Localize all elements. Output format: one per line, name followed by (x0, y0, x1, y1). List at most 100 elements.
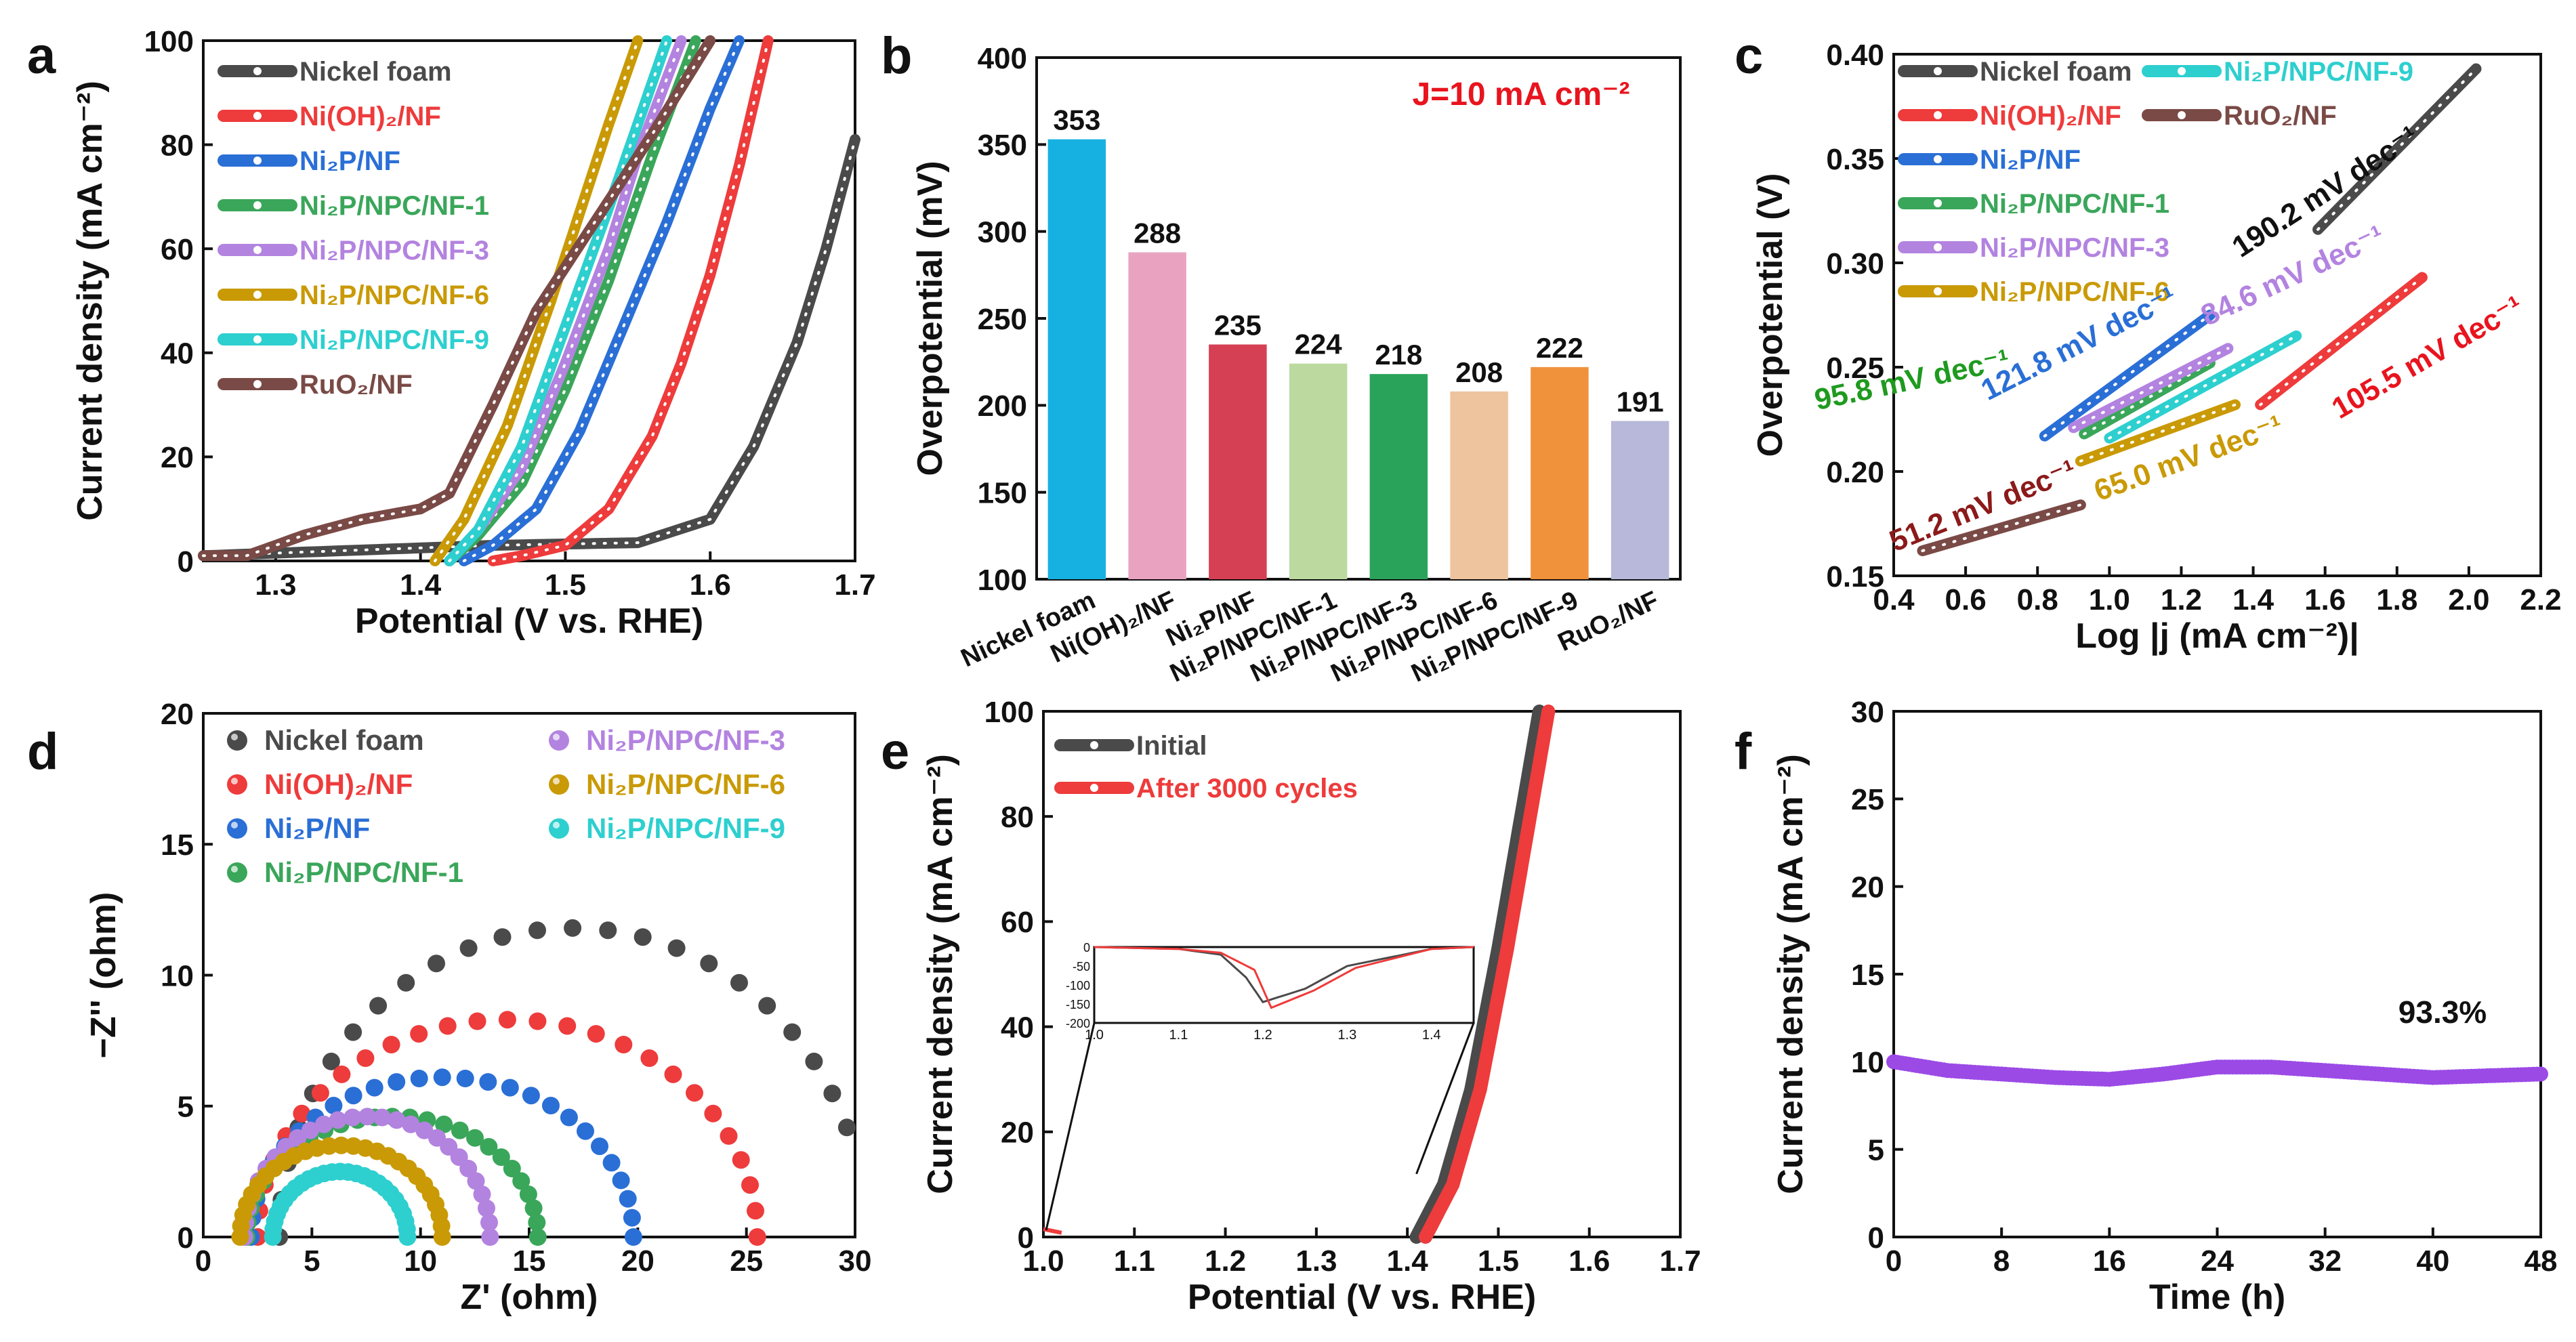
legend-label-6: Ni₂P/NPC/NF-9 (586, 812, 785, 844)
x-tick-label: 15 (513, 1244, 546, 1278)
x-tick-label: 5 (304, 1244, 320, 1278)
nyquist-point-3 (492, 1148, 510, 1167)
nyquist-point-0 (700, 955, 718, 973)
x-tick-label: 0.4 (1873, 583, 1915, 616)
nyquist-point-2 (591, 1137, 608, 1156)
y-tick-label: 150 (978, 477, 1027, 510)
panel-letter-d: d (27, 723, 58, 780)
x-tick-label: 16 (2093, 1244, 2126, 1278)
legend-label-5: Ni₂P/NPC/NF-6 (1980, 277, 2169, 307)
tafel-dots-4 (2072, 347, 2230, 429)
y-tick-label: 40 (161, 337, 194, 371)
axes-frame (202, 39, 856, 562)
legend-marker (227, 774, 247, 795)
panel-d: 0 5 10 15 20 25 30 0 5 10 15 20 Z' (ohm) −Z'' (ohm) Ni… (84, 698, 871, 1317)
nyquist-point-4 (358, 1108, 377, 1126)
nyquist-point-1 (615, 1036, 633, 1053)
nyquist-point-1 (640, 1049, 659, 1067)
bar-value-label: 353 (1053, 104, 1100, 136)
x-tick-label: 24 (2201, 1244, 2234, 1278)
legend-label-5: Ni₂P/NPC/NF-6 (299, 280, 489, 310)
legend-label-1: Ni(OH)₂/NF (1980, 101, 2121, 131)
nyquist-point-3 (528, 1213, 546, 1232)
nyquist-point-0 (730, 973, 748, 992)
legend-dot (1934, 111, 1942, 119)
legend-marker (549, 774, 569, 795)
legend-dot (253, 380, 262, 388)
x-tick-label: 1.8 (2376, 583, 2417, 616)
nyquist-point-2 (619, 1190, 637, 1208)
nyquist-point-2 (542, 1097, 560, 1114)
panel-letter-a: a (27, 27, 56, 85)
series-dots-6 (448, 39, 669, 562)
nyquist-point-0 (397, 973, 415, 992)
tafel-dots-1 (2259, 276, 2424, 406)
legend-label-6: Ni₂P/NPC/NF-9 (2224, 57, 2413, 87)
nyquist-point-4 (467, 1172, 485, 1190)
inset-y-tick-label: -50 (1073, 960, 1090, 973)
y-tick-label: 400 (978, 42, 1027, 75)
inset-y-tick-label: -100 (1066, 979, 1090, 992)
y-axis-label: Current density (mA cm⁻²) (921, 754, 960, 1194)
legend-label-4: Ni₂P/NPC/NF-3 (299, 236, 489, 266)
legend-label-7: RuO₂/NF (2224, 101, 2337, 131)
bar-5 (1450, 391, 1508, 579)
x-axis-label: Log |j (mA cm⁻²)| (2075, 616, 2359, 656)
slope-label-ruo2: 51.2 mV dec⁻¹ (1885, 453, 2081, 558)
nyquist-point-2 (612, 1171, 630, 1190)
y-tick-label: 0 (178, 545, 194, 579)
nyquist-point-1 (587, 1025, 605, 1043)
y-tick-label: 300 (978, 216, 1027, 249)
y-tick-label: 5 (1868, 1134, 1884, 1167)
bar-2 (1209, 344, 1267, 579)
bar-3 (1289, 363, 1348, 579)
nyquist-point-0 (428, 955, 445, 973)
legend-marker (227, 862, 247, 883)
legend-highlight (553, 734, 560, 740)
y-tick-label: 100 (144, 25, 194, 58)
bar-6 (1531, 366, 1589, 579)
nyquist-point-2 (560, 1108, 578, 1127)
inset-x-tick-label: 1.1 (1169, 1028, 1188, 1043)
nyquist-point-2 (456, 1070, 474, 1087)
inset-connector-right (1415, 1022, 1475, 1175)
legend-highlight (553, 778, 560, 784)
y-tick-label: 15 (161, 829, 194, 862)
nyquist-point-1 (686, 1084, 703, 1102)
y-tick-label: 20 (1001, 1116, 1034, 1150)
legend-dot (1934, 155, 1942, 163)
nyquist-point-1 (498, 1011, 516, 1029)
nyquist-point-1 (311, 1084, 329, 1102)
y-tick-label: 0 (1868, 1221, 1884, 1255)
inset-x-tick-label: 1.3 (1337, 1028, 1356, 1043)
nyquist-point-1 (528, 1012, 547, 1030)
legend-label-after: After 3000 cycles (1136, 774, 1358, 803)
nyquist-point-1 (410, 1025, 428, 1043)
nyquist-point-0 (493, 928, 512, 946)
x-tick-label: 20 (621, 1244, 655, 1278)
panel-e: 1.0 1.1 1.2 1.3 1.4 1.5 1.6 1.7 0 20 40 60 80 100 Pote… (921, 696, 1701, 1317)
x-tick-label: 0 (1886, 1244, 1902, 1278)
legend-label-1: Ni(OH)₂/NF (264, 768, 413, 800)
x-tick-label: 1.4 (1387, 1244, 1429, 1278)
nyquist-point-2 (623, 1209, 641, 1227)
y-tick-label: 20 (161, 441, 194, 474)
panel-b: 100 150 200 250 300 350 400 Overpotential (mV) 3… (911, 42, 1682, 688)
nyquist-point-2 (433, 1068, 451, 1087)
nyquist-point-1 (333, 1065, 351, 1083)
legend-marker (227, 818, 247, 839)
nyquist-point-2 (410, 1070, 428, 1087)
stability-point (2533, 1066, 2548, 1082)
legend-label-0: Nickel foam (299, 57, 452, 87)
x-tick-label: 32 (2308, 1244, 2342, 1278)
x-tick-label: 30 (839, 1244, 872, 1278)
bar-0 (1047, 139, 1106, 580)
y-tick-label: 80 (161, 129, 194, 162)
x-tick-label: 1.0 (2089, 583, 2130, 616)
legend-dot (253, 291, 262, 299)
y-tick-label: 0.30 (1826, 247, 1884, 280)
nyquist-point-2 (602, 1154, 621, 1172)
legend-dot (1934, 199, 1942, 207)
y-tick-label: 350 (978, 129, 1027, 162)
